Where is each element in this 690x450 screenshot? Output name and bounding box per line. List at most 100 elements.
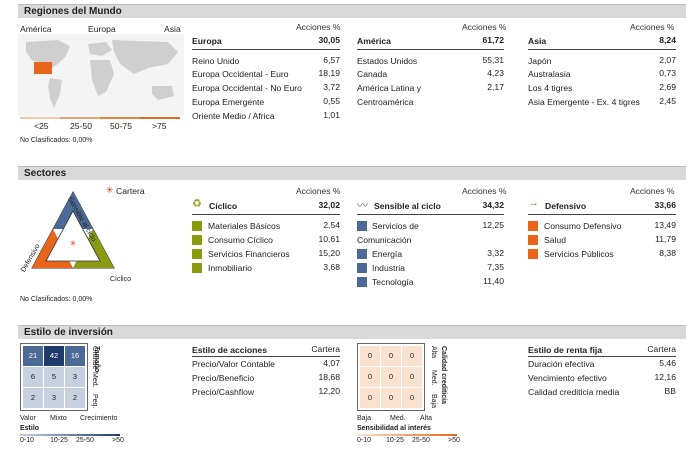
equity-cell: 3 <box>65 367 85 387</box>
bond-scale-bar <box>357 434 457 436</box>
equity-cell: 21 <box>23 346 43 366</box>
bond-caption: Sensibilidad al interés <box>357 425 431 432</box>
regions-col-header-1: Acciones % <box>296 22 341 32</box>
africa-shape <box>90 60 114 96</box>
regions-title: Regiones del Mundo <box>24 6 122 17</box>
bond-quality-low: Baja <box>430 394 437 409</box>
equity-size-large: Grande <box>91 346 98 370</box>
sector-value: 10,61 <box>318 234 340 244</box>
sectors-title: Sectores <box>24 168 67 179</box>
sector-group-defensivo: Defensivo <box>545 201 587 211</box>
sector-item: Servicios Públicos <box>544 249 614 259</box>
map-legend-bar <box>20 117 180 119</box>
region-value: 1,01 <box>323 110 340 120</box>
bond-cell: 0 <box>402 388 422 408</box>
bond-style-box: 0 0 0 0 0 0 0 0 0 <box>357 343 425 411</box>
equity-ratio-value: 4,07 <box>323 358 340 368</box>
region-value: 2,17 <box>487 82 504 92</box>
sector-item: Comunicación <box>357 235 412 245</box>
sector-item: Tecnología <box>372 277 414 287</box>
region-item: Centroamérica <box>357 97 414 107</box>
region-value: 3,72 <box>323 82 340 92</box>
bond-metric-value: BB <box>664 386 676 396</box>
region-value: 2,45 <box>659 96 676 106</box>
equity-cell: 3 <box>44 388 64 408</box>
sector-item: Industria <box>372 263 405 273</box>
sector-value: 13,49 <box>654 220 676 230</box>
consumer-cyclical-icon <box>192 235 202 245</box>
equity-x-blend: Mixto <box>50 415 67 422</box>
sector-item: Inmobiliario <box>208 263 252 273</box>
svg-text:✳: ✳ <box>70 239 77 248</box>
bond-table-header: Estilo de renta fija <box>528 345 603 355</box>
map-label-europa: Europa <box>88 24 116 34</box>
region-item: Asia Emergente - Ex. 4 tigres <box>528 97 640 107</box>
equity-scale-3: 25-50 <box>76 437 94 444</box>
bond-metric-value: 12,16 <box>654 372 676 382</box>
ciclico-icon: ♻ <box>192 198 202 210</box>
sector-total-sensible: 34,32 <box>482 200 504 210</box>
healthcare-icon <box>528 235 538 245</box>
sector-item: Energía <box>372 249 403 259</box>
region-item: Canada <box>357 69 388 79</box>
sectors-unclassified: No Clasificados: 0,00% <box>20 296 93 303</box>
equity-cell: 42 <box>44 346 64 366</box>
style-title: Estilo de inversión <box>24 327 113 338</box>
bond-cell: 0 <box>360 346 380 366</box>
equity-style-box: 21 42 16 6 5 3 2 3 2 <box>20 343 88 411</box>
sector-item: Salud <box>544 235 566 245</box>
sector-value: 2,54 <box>323 220 340 230</box>
region-value: 2,07 <box>659 55 676 65</box>
equity-size-small: Peq. <box>91 394 98 409</box>
region-total-asia: 8,24 <box>659 35 676 45</box>
sector-group-ciclico: Cíclico <box>209 201 238 211</box>
bond-cell: 0 <box>360 367 380 387</box>
bond-scale-1: 0-10 <box>357 437 372 444</box>
equity-ratio-value: 18,68 <box>318 372 340 382</box>
consumer-defensive-icon <box>528 221 538 231</box>
regions-col-header-2: Acciones % <box>462 22 507 32</box>
sector-value: 7,35 <box>487 262 504 272</box>
bond-cell: 0 <box>402 367 422 387</box>
equity-scale-bar <box>20 434 120 436</box>
equity-scale-4: >50 <box>112 437 124 444</box>
map-legend-3: 50-75 <box>110 121 132 131</box>
region-item: Europa Emergente <box>192 97 265 107</box>
equity-cell: 2 <box>65 388 85 408</box>
real-estate-icon <box>192 263 202 273</box>
region-item: Reino Unido <box>192 56 240 66</box>
bond-scale-3: 25-50 <box>412 437 430 444</box>
sectors-col-header-2: Acciones % <box>462 186 507 196</box>
industry-icon <box>357 263 367 273</box>
sensible-icon: 〰 <box>357 200 368 212</box>
sector-value: 3,32 <box>487 248 504 258</box>
south-america-shape <box>48 78 62 108</box>
world-map <box>18 34 184 116</box>
equity-table-header: Estilo de acciones <box>192 345 267 355</box>
cartera-marker-icon: ✳ <box>106 185 114 195</box>
region-item: Estados Unidos <box>357 56 418 66</box>
bond-metric-label: Vencimiento efectivo <box>528 373 607 383</box>
bond-cell: 0 <box>381 346 401 366</box>
communication-icon <box>357 221 367 231</box>
asia-shape <box>112 40 178 74</box>
equity-x-value: Valor <box>20 415 36 422</box>
bond-x-high: Alta <box>420 415 433 422</box>
region-item: Europa Occidental - No Euro <box>192 83 302 93</box>
energy-icon <box>357 249 367 259</box>
map-legend-4: >75 <box>152 121 167 131</box>
triangle-label-ciclico: Cíclico <box>110 276 132 283</box>
map-legend-2: 25-50 <box>70 121 92 131</box>
usa-highlight <box>34 62 52 74</box>
region-value: 4,23 <box>487 68 504 78</box>
sectors-section-header: Sectores <box>18 166 686 180</box>
bond-scale-4: >50 <box>448 437 460 444</box>
region-group-europa: Europa <box>192 36 222 46</box>
equity-cell: 2 <box>23 388 43 408</box>
region-value: 2,69 <box>659 82 676 92</box>
financial-services-icon <box>192 249 202 259</box>
bond-x-low: Baja <box>357 415 372 422</box>
region-value: 0,55 <box>323 96 340 106</box>
region-total-europa: 30,05 <box>318 35 340 45</box>
bond-cell: 0 <box>402 346 422 366</box>
